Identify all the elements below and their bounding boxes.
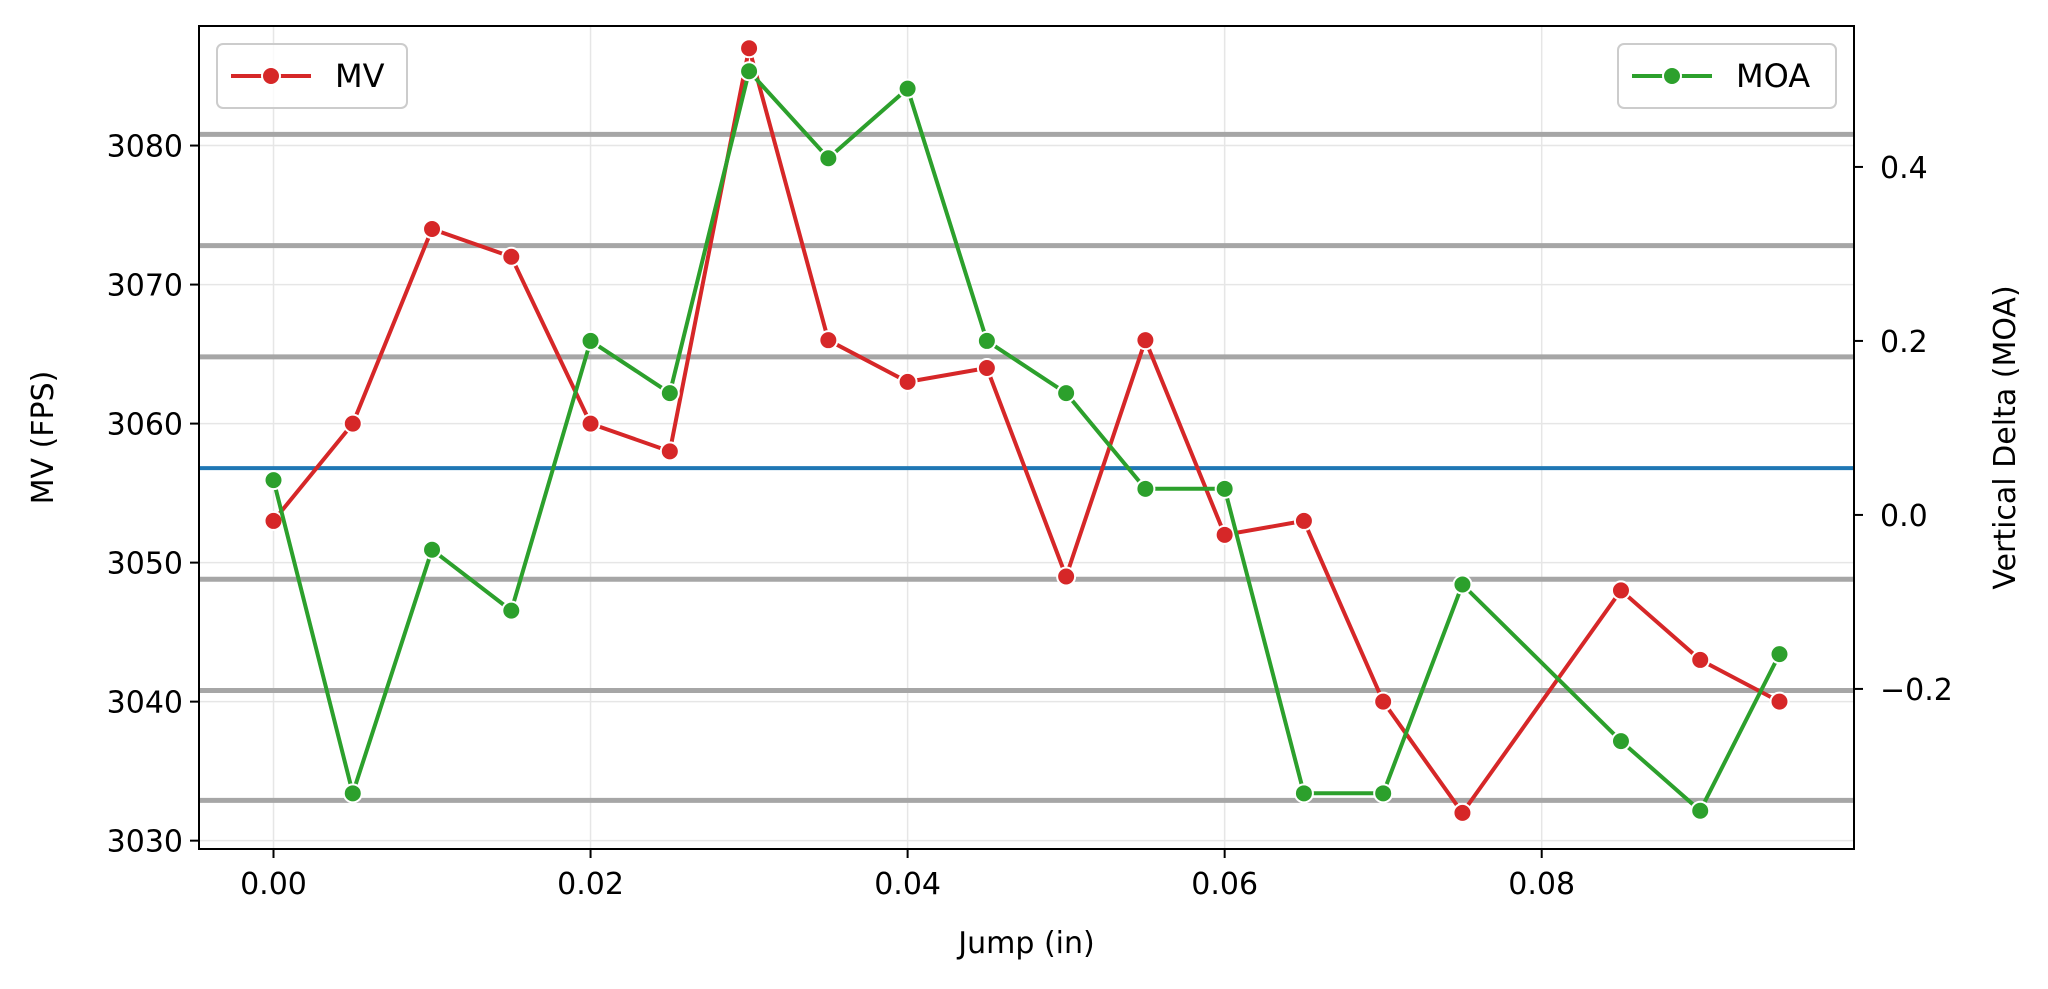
series-mv-point-9	[976, 357, 997, 378]
series-moa-point-3	[501, 600, 522, 621]
series-mv-point-17	[1690, 649, 1711, 670]
series-mv-point-14	[1373, 691, 1394, 712]
series-mv-point-12	[1214, 524, 1235, 545]
x-axis: 0.00 0.02 0.04 0.06 0.08	[240, 849, 1575, 902]
y-axis-right: −0.2 0.0 0.2 0.4	[1854, 151, 1953, 708]
series-moa-point-5	[659, 383, 680, 404]
y-left-tick-label-4: 3070	[107, 269, 183, 304]
series-mv-point-3	[501, 246, 522, 267]
series-moa-point-17	[1690, 800, 1711, 821]
x-tick-label-1: 0.02	[557, 867, 624, 902]
series-moa-point-12	[1214, 478, 1235, 499]
legend-moa: MOA	[1617, 43, 1837, 109]
x-tick-label-0: 0.00	[240, 867, 307, 902]
x-tick-label-3: 0.06	[1191, 867, 1258, 902]
y-left-tick-label-5: 3080	[107, 130, 183, 165]
grid	[199, 26, 1854, 849]
y-left-tick-label-0: 3030	[107, 825, 183, 860]
y-axis-right-title: Vertical Delta (MOA)	[1988, 285, 2023, 589]
x-tick-label-4: 0.08	[1508, 867, 1575, 902]
series-mv-point-1	[342, 413, 363, 434]
y-right-tick-label-3: 0.4	[1880, 151, 1928, 186]
series-moa-point-15	[1452, 574, 1473, 595]
series-mv-point-11	[1135, 330, 1156, 351]
series-moa-point-9	[976, 330, 997, 351]
series-moa-point-18	[1769, 644, 1790, 665]
series-moa	[263, 61, 1790, 821]
series-mv-point-5	[659, 441, 680, 462]
legend-mv-box	[216, 43, 408, 109]
series-mv-point-0	[263, 510, 284, 531]
y-left-tick-label-1: 3040	[107, 686, 183, 721]
x-axis-title: Jump (in)	[956, 926, 1094, 961]
y-axis-left: 3030 3040 3050 3060 3070 3080	[107, 130, 199, 860]
legend-moa-marker	[1662, 66, 1682, 86]
series-moa-point-8	[897, 78, 918, 99]
legend-mv-marker	[261, 66, 281, 86]
series-moa-point-6	[739, 61, 760, 82]
y-right-tick-label-2: 0.2	[1880, 325, 1928, 360]
legend-mv: MV	[216, 43, 408, 109]
y-left-tick-label-3: 3060	[107, 408, 183, 443]
series-mv-point-18	[1769, 691, 1790, 712]
series-mv-point-15	[1452, 802, 1473, 823]
series-moa-point-4	[580, 330, 601, 351]
x-tick-label-2: 0.04	[874, 867, 941, 902]
y-axis-left-title: MV (FPS)	[26, 371, 61, 505]
y-right-tick-label-1: 0.0	[1880, 499, 1928, 534]
series-moa-point-11	[1135, 478, 1156, 499]
series-moa-point-7	[818, 148, 839, 169]
series-layer	[263, 38, 1790, 823]
series-mv-point-10	[1056, 566, 1077, 587]
series-mv-point-13	[1293, 510, 1314, 531]
series-mv	[263, 38, 1790, 823]
series-mv-point-2	[422, 218, 443, 239]
y-right-tick-label-0: −0.2	[1880, 673, 1953, 708]
series-moa-point-0	[263, 470, 284, 491]
legend-mv-label: MV	[335, 57, 385, 95]
legend-moa-box	[1617, 43, 1837, 109]
y-left-tick-label-2: 3050	[107, 547, 183, 582]
series-mv-point-7	[818, 330, 839, 351]
plot-frame	[198, 25, 1855, 850]
series-moa-point-14	[1373, 783, 1394, 804]
series-moa-point-2	[422, 539, 443, 560]
series-moa-point-16	[1610, 731, 1631, 752]
series-mv-point-4	[580, 413, 601, 434]
series-mv-point-8	[897, 371, 918, 392]
series-moa-point-1	[342, 783, 363, 804]
series-moa-point-10	[1056, 383, 1077, 404]
series-mv-point-16	[1610, 580, 1631, 601]
series-mv-point-6	[739, 38, 760, 59]
series-moa-point-13	[1293, 783, 1314, 804]
legend-moa-label: MOA	[1736, 57, 1810, 95]
